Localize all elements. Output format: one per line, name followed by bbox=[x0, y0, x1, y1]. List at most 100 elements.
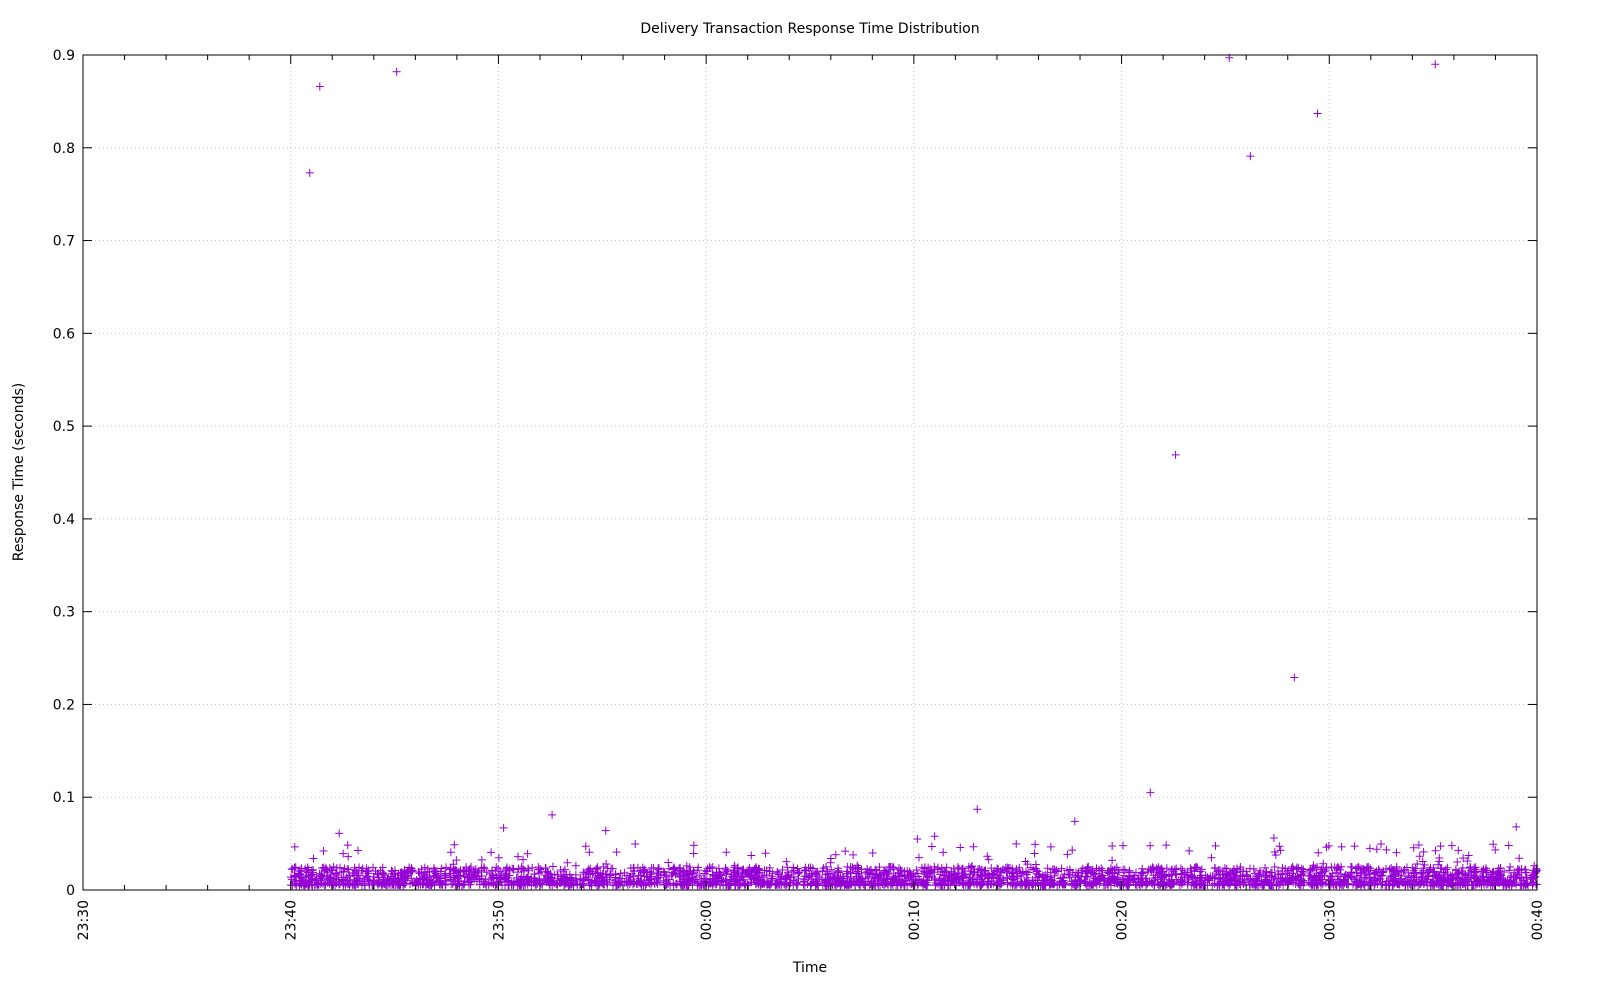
data-point bbox=[480, 879, 489, 888]
data-point bbox=[856, 874, 865, 883]
data-point bbox=[446, 865, 455, 874]
y-tick-label: 0.9 bbox=[53, 48, 75, 64]
data-point bbox=[1365, 844, 1374, 853]
data-point bbox=[307, 878, 316, 887]
data-point bbox=[1402, 863, 1411, 872]
data-point bbox=[1012, 839, 1021, 848]
data-point bbox=[727, 872, 736, 881]
data-point bbox=[684, 867, 693, 876]
data-point bbox=[528, 863, 537, 872]
data-point bbox=[509, 865, 518, 874]
data-point bbox=[499, 823, 508, 832]
data-point bbox=[629, 872, 638, 881]
data-point bbox=[1460, 873, 1469, 882]
data-point bbox=[1177, 873, 1186, 882]
data-point bbox=[1271, 872, 1280, 881]
data-point bbox=[925, 873, 934, 882]
data-point bbox=[747, 851, 756, 860]
data-point bbox=[1289, 865, 1298, 874]
data-point bbox=[1052, 866, 1061, 875]
data-point bbox=[759, 879, 768, 888]
data-point bbox=[352, 866, 361, 875]
data-point bbox=[1451, 873, 1460, 882]
data-point bbox=[1505, 878, 1514, 887]
data-point bbox=[1322, 864, 1331, 873]
data-point bbox=[914, 853, 923, 862]
data-point bbox=[1292, 875, 1301, 884]
data-point bbox=[344, 852, 353, 861]
data-point bbox=[701, 877, 710, 886]
data-point bbox=[1258, 881, 1267, 890]
data-point bbox=[1058, 879, 1067, 888]
y-tick-label: 0.3 bbox=[53, 605, 75, 621]
data-point bbox=[1447, 841, 1456, 850]
data-point bbox=[923, 881, 932, 890]
data-point bbox=[1124, 881, 1133, 890]
data-point bbox=[433, 873, 442, 882]
data-point bbox=[294, 870, 303, 879]
data-point bbox=[783, 872, 792, 881]
data-point bbox=[1183, 868, 1192, 877]
x-axis-label: Time bbox=[792, 960, 827, 976]
data-point bbox=[812, 870, 821, 879]
data-point bbox=[1419, 847, 1428, 856]
data-point bbox=[1255, 866, 1264, 875]
data-point bbox=[946, 871, 955, 880]
data-point bbox=[373, 878, 382, 887]
data-point bbox=[1146, 788, 1155, 797]
data-point bbox=[689, 849, 698, 858]
data-point bbox=[975, 864, 984, 873]
data-point bbox=[761, 849, 770, 858]
data-point bbox=[1222, 869, 1231, 878]
data-point bbox=[722, 869, 731, 878]
data-point bbox=[783, 863, 792, 872]
data-point bbox=[538, 880, 547, 889]
data-point bbox=[1276, 846, 1285, 855]
data-point bbox=[425, 867, 434, 876]
data-point bbox=[737, 873, 746, 882]
data-point bbox=[930, 868, 939, 877]
data-point bbox=[445, 869, 454, 878]
data-point bbox=[448, 879, 457, 888]
data-point bbox=[806, 863, 815, 872]
data-point bbox=[849, 878, 858, 887]
data-point bbox=[1500, 867, 1509, 876]
data-point bbox=[562, 870, 571, 879]
data-point bbox=[964, 862, 973, 871]
data-point bbox=[620, 878, 629, 887]
data-point bbox=[1322, 843, 1331, 852]
data-point bbox=[685, 863, 694, 872]
data-point bbox=[1337, 842, 1346, 851]
data-point bbox=[1023, 860, 1032, 869]
data-point bbox=[548, 862, 557, 871]
data-point bbox=[1417, 874, 1426, 883]
data-point bbox=[1228, 877, 1237, 886]
data-point bbox=[841, 847, 850, 856]
data-point bbox=[1068, 846, 1077, 855]
data-point bbox=[309, 865, 318, 874]
data-point bbox=[1470, 867, 1479, 876]
data-point bbox=[652, 878, 661, 887]
data-point bbox=[404, 866, 413, 875]
data-point bbox=[421, 868, 430, 877]
data-point bbox=[1413, 859, 1422, 868]
data-point bbox=[899, 880, 908, 889]
data-point bbox=[1294, 863, 1303, 872]
data-point bbox=[997, 868, 1006, 877]
plot-frame bbox=[82, 54, 1538, 891]
data-point bbox=[1190, 873, 1199, 882]
data-point bbox=[1295, 881, 1304, 890]
data-point bbox=[1134, 874, 1143, 883]
y-tick-label: 0 bbox=[66, 883, 75, 899]
data-point bbox=[660, 880, 669, 889]
data-point bbox=[1291, 876, 1300, 885]
data-point bbox=[705, 863, 714, 872]
data-point bbox=[377, 873, 386, 882]
data-point bbox=[593, 881, 602, 890]
data-point bbox=[1332, 864, 1341, 873]
data-point bbox=[396, 881, 405, 890]
data-point bbox=[1067, 881, 1076, 890]
data-point bbox=[787, 867, 796, 876]
data-point bbox=[477, 855, 486, 864]
data-point bbox=[973, 872, 982, 881]
